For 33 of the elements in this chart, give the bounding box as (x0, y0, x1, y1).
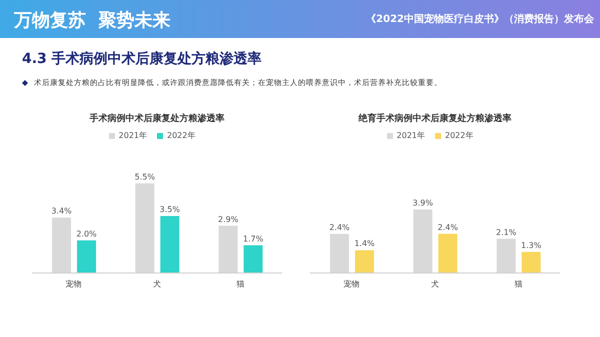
bar (160, 216, 180, 273)
data-label: 3.9% (412, 198, 434, 208)
legend-label: 2022年 (167, 131, 196, 140)
text: 4.3 手术病例中术后康复处方粮渗透率 (22, 50, 262, 68)
bar (438, 234, 458, 273)
legend-label: 2021年 (396, 131, 425, 140)
x-tick-label: 犬 (153, 280, 161, 289)
data-label: 5.5% (134, 172, 156, 182)
legend-label: 2022年 (445, 131, 474, 140)
data-label: 2.4% (329, 222, 350, 232)
x-tick-label: 宠物 (66, 280, 82, 289)
bar (522, 252, 541, 273)
data-label: 3.5% (160, 204, 180, 214)
chart-title: 手术病例中术后康复处方粮渗透率 (88, 112, 226, 126)
chart-title: 绝育手术病例中术后康复处方粮渗透率 (357, 112, 512, 126)
x-tick-label: 宠物 (344, 280, 360, 289)
bar (244, 245, 263, 273)
text: 万物复苏 聚势未来 (14, 9, 171, 32)
x-tick-label: 猫 (236, 280, 244, 289)
bar (355, 250, 374, 273)
legend-label: 2021年 (118, 131, 147, 140)
data-label: 2.1% (496, 228, 517, 237)
text: 《2022中国宠物医疗白皮书》（消费报告）发布会 (366, 12, 594, 26)
data-label: 1.3% (521, 240, 542, 250)
x-tick-label: 犬 (431, 280, 439, 289)
data-label: 1.7% (243, 234, 264, 244)
data-label: 3.4% (51, 206, 72, 216)
data-label: 2.0% (76, 229, 98, 238)
data-label: 2.4% (438, 222, 458, 232)
data-label: 2.9% (218, 214, 239, 224)
data-label: 1.4% (354, 239, 376, 248)
x-tick-label: 猫 (514, 280, 522, 289)
bar (77, 240, 96, 273)
